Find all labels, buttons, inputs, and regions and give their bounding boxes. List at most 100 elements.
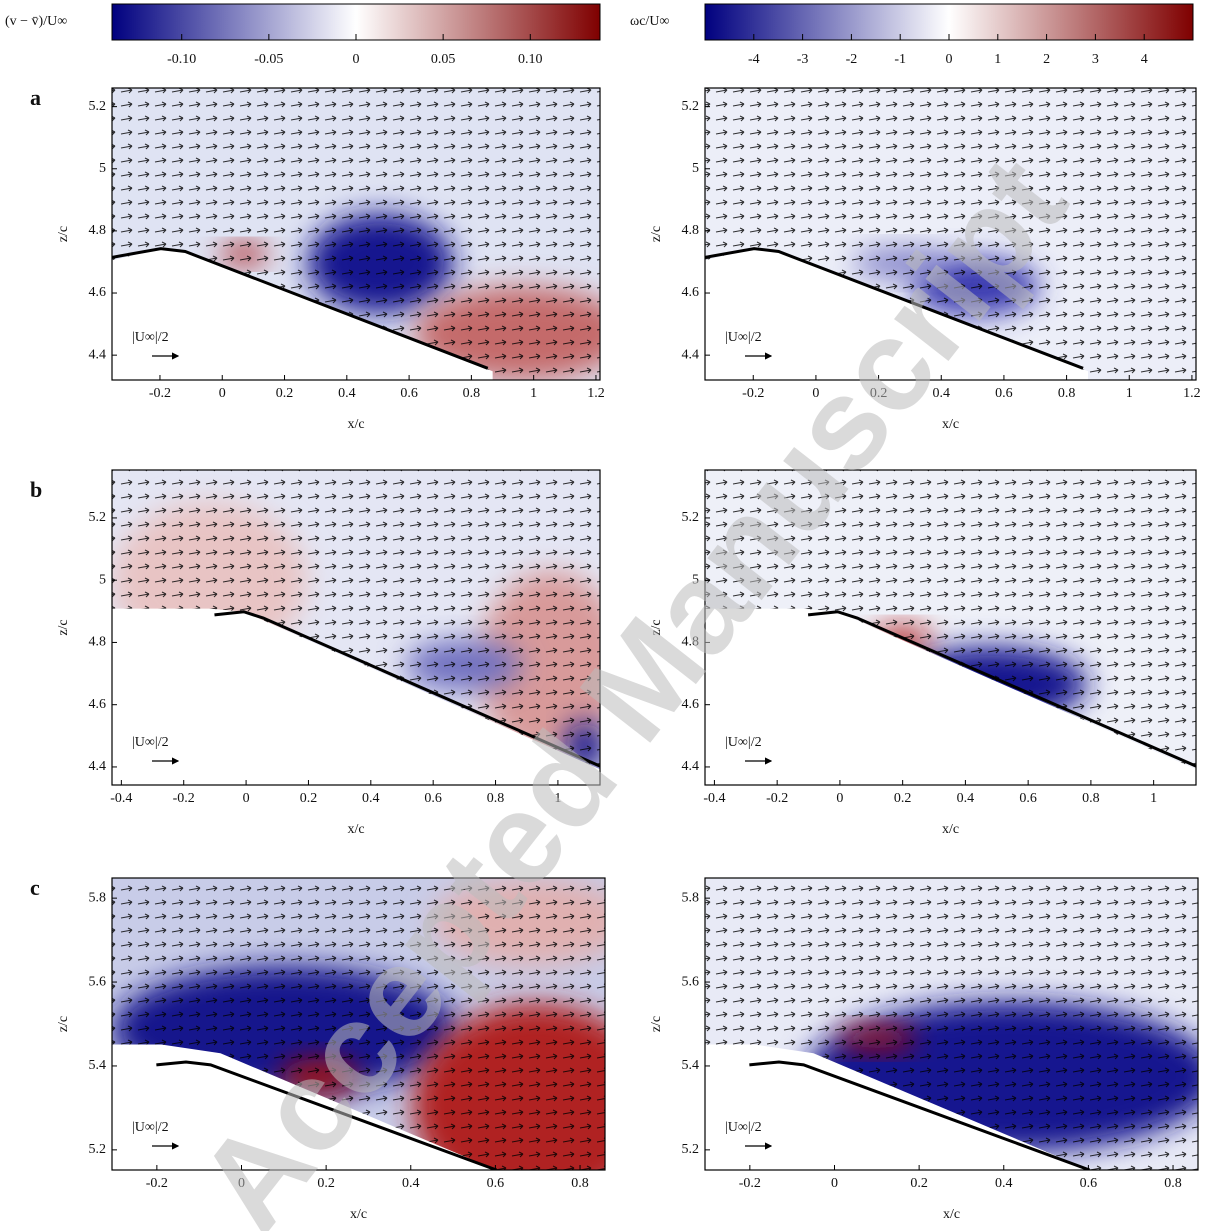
x-tick-label: 0.2 bbox=[870, 386, 888, 401]
reference-label: |U∞|/2 bbox=[132, 330, 169, 345]
x-tick-label: 0.8 bbox=[463, 386, 481, 401]
axes-frame bbox=[704, 87, 1197, 381]
colorbar-tick-label: -1 bbox=[894, 52, 906, 67]
colorbar-tick-label: -2 bbox=[846, 52, 858, 67]
y-tick-label: 5.6 bbox=[682, 974, 700, 989]
x-axis-label: x/c bbox=[347, 417, 364, 432]
x-tick-label: 0.6 bbox=[400, 386, 418, 401]
x-tick-label: 1 bbox=[530, 386, 537, 401]
x-tick-label: -0.2 bbox=[766, 791, 788, 806]
x-axis-label: x/c bbox=[942, 822, 959, 837]
field bbox=[112, 878, 605, 1170]
reference-label: |U∞|/2 bbox=[725, 1120, 762, 1135]
y-tick-label: 5.2 bbox=[682, 99, 700, 114]
y-tick-label: 5.2 bbox=[89, 1142, 107, 1157]
y-tick-label: 5.6 bbox=[89, 974, 107, 989]
y-tick-label: 5 bbox=[692, 161, 699, 176]
colorbar-tick-label: 0 bbox=[946, 52, 953, 67]
y-tick-label: 4.6 bbox=[682, 697, 700, 712]
field bbox=[705, 88, 1196, 380]
x-tick-label: -0.2 bbox=[146, 1176, 168, 1191]
x-tick-label: 0.2 bbox=[317, 1176, 335, 1191]
y-tick-label: 5.2 bbox=[682, 510, 700, 525]
y-tick-label: 4.4 bbox=[682, 759, 700, 774]
body bbox=[705, 1044, 1090, 1170]
wall bbox=[807, 610, 1196, 768]
y-axis-label: z/c bbox=[649, 1016, 664, 1032]
reference-label: |U∞|/2 bbox=[132, 735, 169, 750]
panel: -0.2 0 0.2 0.4 0.6 0.8 1 1.2 4.4 4.6 4.8 5 5.2 x/c z/c… bbox=[56, 87, 605, 432]
y-tick-label: 5.2 bbox=[89, 510, 107, 525]
y-tick-label: 5.4 bbox=[89, 1058, 107, 1073]
x-tick-label: 0.6 bbox=[1080, 1176, 1098, 1191]
x-tick-label: 0.4 bbox=[402, 1176, 420, 1191]
x-axis-label: x/c bbox=[942, 417, 959, 432]
colorbar-label: (v − v̄)/U∞ bbox=[5, 14, 67, 29]
panel: -0.4 -0.2 0 0.2 0.4 0.6 0.8 1 4.4 4.6 4.8 5 5.2 x/c z/… bbox=[56, 469, 601, 837]
x-tick-label: 0.8 bbox=[1082, 791, 1100, 806]
axes-frame bbox=[111, 469, 601, 786]
colorbar-tick-label: -0.10 bbox=[167, 52, 196, 67]
x-tick-label: 0.2 bbox=[276, 386, 294, 401]
y-tick-label: 5.4 bbox=[682, 1058, 700, 1073]
colorbar-tick-label: 4 bbox=[1141, 52, 1148, 67]
y-tick-label: 5.8 bbox=[682, 890, 700, 905]
y-axis-label: z/c bbox=[56, 1016, 71, 1032]
x-tick-label: 0.6 bbox=[995, 386, 1013, 401]
wall bbox=[749, 1060, 1091, 1170]
x-tick-label: 0.4 bbox=[362, 791, 380, 806]
y-axis-label: z/c bbox=[56, 619, 71, 635]
x-tick-label: -0.4 bbox=[703, 791, 725, 806]
x-tick-label: 0.8 bbox=[487, 791, 505, 806]
x-tick-label: -0.2 bbox=[173, 791, 195, 806]
y-tick-label: 5.2 bbox=[89, 99, 107, 114]
y-tick-label: 4.8 bbox=[89, 635, 107, 650]
axes-frame bbox=[111, 877, 606, 1171]
x-axis-label: x/c bbox=[943, 1207, 960, 1222]
body bbox=[112, 1044, 497, 1170]
field bbox=[112, 470, 600, 785]
y-tick-label: 5 bbox=[99, 572, 106, 587]
x-tick-label: 0.6 bbox=[487, 1176, 505, 1191]
reference-label: |U∞|/2 bbox=[725, 330, 762, 345]
panel: -0.4 -0.2 0 0.2 0.4 0.6 0.8 1 4.4 4.6 4.8 5 5.2 x/c z/… bbox=[649, 469, 1197, 837]
x-tick-label: 1.2 bbox=[1183, 386, 1201, 401]
panel-label: b bbox=[30, 477, 42, 502]
x-tick-label: -0.4 bbox=[110, 791, 132, 806]
x-tick-label: 0 bbox=[238, 1176, 245, 1191]
x-tick-label: 0.2 bbox=[910, 1176, 928, 1191]
axes-frame bbox=[704, 469, 1197, 786]
x-tick-label: 0.6 bbox=[1019, 791, 1037, 806]
axes-frame bbox=[704, 877, 1199, 1171]
y-tick-label: 4.8 bbox=[682, 223, 700, 238]
y-tick-label: 5.8 bbox=[89, 890, 107, 905]
wall bbox=[156, 1060, 498, 1170]
y-tick-label: 4.8 bbox=[682, 635, 700, 650]
field bbox=[705, 878, 1198, 1170]
x-tick-label: 0.6 bbox=[424, 791, 442, 806]
y-tick-label: 4.6 bbox=[89, 697, 107, 712]
body bbox=[112, 608, 600, 785]
x-axis-label: x/c bbox=[347, 822, 364, 837]
y-axis-label: z/c bbox=[649, 619, 664, 635]
y-axis-label: z/c bbox=[649, 226, 664, 242]
panel-label: c bbox=[30, 875, 40, 900]
body bbox=[112, 248, 493, 380]
x-tick-label: 0.2 bbox=[300, 791, 318, 806]
y-axis-label: z/c bbox=[56, 226, 71, 242]
x-tick-label: -0.2 bbox=[739, 1176, 761, 1191]
body bbox=[705, 608, 1196, 785]
wall bbox=[214, 610, 600, 768]
colorbar-tick-label: -0.05 bbox=[254, 52, 283, 67]
y-tick-label: 4.4 bbox=[682, 347, 700, 362]
y-tick-label: 5 bbox=[99, 161, 106, 176]
x-tick-label: 0.8 bbox=[571, 1176, 589, 1191]
y-tick-label: 4.6 bbox=[89, 285, 107, 300]
colorbar-tick-label: -4 bbox=[748, 52, 760, 67]
y-tick-label: 4.8 bbox=[89, 223, 107, 238]
body bbox=[705, 248, 1088, 380]
x-tick-label: 0 bbox=[219, 386, 226, 401]
field bbox=[112, 88, 600, 380]
colorbar-tick-label: 3 bbox=[1092, 52, 1099, 67]
